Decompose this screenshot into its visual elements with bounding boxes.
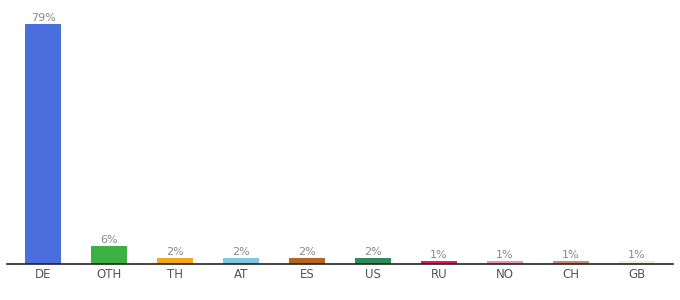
Bar — [553, 261, 589, 264]
Bar — [355, 258, 391, 264]
Bar — [223, 258, 259, 264]
Text: 6%: 6% — [100, 235, 118, 245]
Text: 1%: 1% — [562, 250, 580, 260]
Text: 2%: 2% — [298, 247, 316, 257]
Text: 1%: 1% — [628, 250, 646, 260]
Text: 79%: 79% — [31, 13, 56, 23]
Bar — [487, 261, 523, 264]
Bar — [289, 258, 325, 264]
Text: 2%: 2% — [232, 247, 250, 257]
Bar — [619, 261, 655, 264]
Text: 2%: 2% — [364, 247, 382, 257]
Text: 2%: 2% — [166, 247, 184, 257]
Bar — [421, 261, 457, 264]
Bar — [91, 246, 127, 264]
Bar — [25, 24, 61, 264]
Text: 1%: 1% — [430, 250, 448, 260]
Text: 1%: 1% — [496, 250, 514, 260]
Bar — [157, 258, 193, 264]
